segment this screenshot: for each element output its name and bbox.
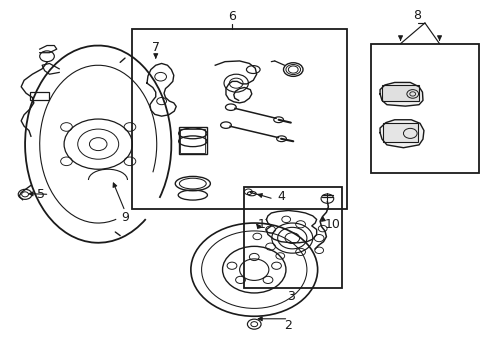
Text: 10: 10 [324,218,340,231]
Text: 8: 8 [413,9,421,22]
Bar [30,93,49,100]
Text: 2: 2 [284,319,292,332]
Bar [370,44,478,173]
Bar [244,187,341,288]
Bar [180,129,205,153]
Polygon shape [379,82,422,106]
Text: 3: 3 [286,290,294,303]
Bar [178,127,206,154]
Text: 1: 1 [257,218,265,231]
Text: 5: 5 [37,188,44,201]
Bar [383,123,417,142]
Text: 6: 6 [228,10,236,23]
Bar [381,85,418,101]
Text: 7: 7 [151,41,160,54]
Text: 9: 9 [121,211,129,224]
Text: 4: 4 [277,190,285,203]
Bar [132,30,346,209]
Polygon shape [379,120,423,148]
